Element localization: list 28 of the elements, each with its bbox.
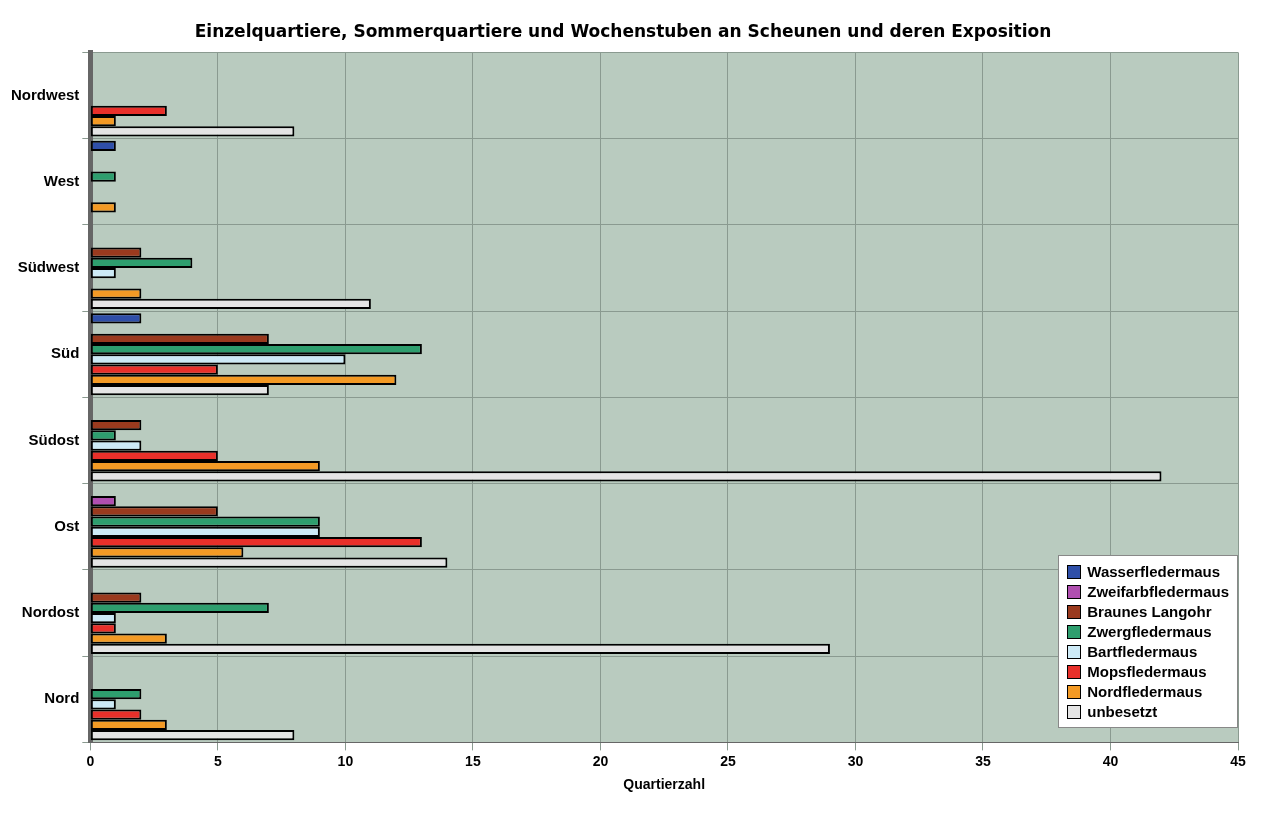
legend-label: Zwergfledermaus [1087,623,1212,640]
y-tick-label: Süd [51,344,80,362]
x-tick-label: 15 [465,752,481,769]
legend-label: Mopsfledermaus [1087,663,1207,680]
x-tick-label: 10 [337,752,354,769]
chart-title: Einzelquartiere, Sommerquartiere und Wochenstuben an Scheunen und deren Exposition [194,20,1052,41]
legend-label: Wasserfledermaus [1087,563,1221,580]
legend-label: Nordfledermaus [1087,683,1203,700]
x-axis-title: Quartierzahl [623,776,706,793]
legend-label: unbesetzt [1087,703,1158,720]
y-tick-label: Nordost [21,603,80,621]
x-tick-label: 25 [720,752,736,769]
y-tick-label: Südwest [17,258,80,276]
y-tick-label: Nord [44,689,80,707]
y-tick-label: Ost [54,516,80,534]
y-tick-label: Südost [28,430,80,448]
y-tick-label: Nordwest [11,85,80,103]
x-tick-label: 45 [1230,752,1246,769]
y-tick-label: West [43,171,80,189]
x-tick-label: 5 [213,752,222,769]
legend-label: Zweifarbfledermaus [1087,583,1229,600]
x-tick-label: 40 [1102,752,1119,769]
x-tick-label: 0 [86,752,95,769]
x-tick-label: 30 [847,752,864,769]
legend-label: Braunes Langohr [1087,603,1212,620]
legend-label: Bartfledermaus [1087,643,1198,660]
x-tick-label: 35 [975,752,991,769]
x-tick-label: 20 [592,752,609,769]
